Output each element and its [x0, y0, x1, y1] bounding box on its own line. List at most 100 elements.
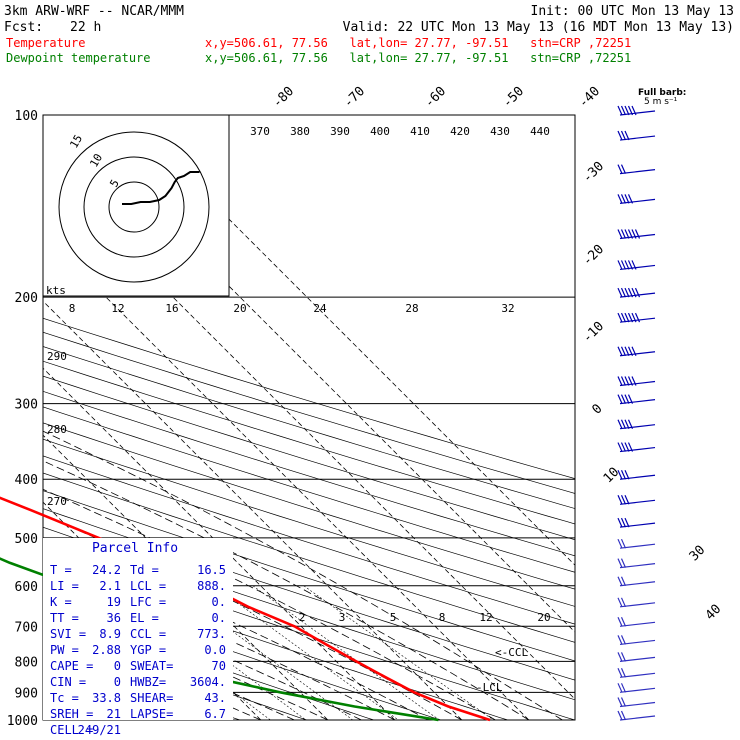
isotherm-label: -10	[580, 319, 607, 346]
mixing-ratio-label: 28	[405, 302, 418, 315]
dry-adiabat-line	[43, 317, 575, 480]
parcel-info-label: CCL =	[130, 627, 166, 641]
theta-label: 430	[490, 125, 510, 138]
wind-barb	[617, 260, 656, 271]
pressure-tick-label: 400	[15, 473, 38, 488]
theta-label: 390	[330, 125, 350, 138]
mixing-ratio-label: 32	[501, 302, 514, 315]
level-annotation: <-CCL	[495, 646, 528, 659]
mixing-ratio-label: 8	[69, 302, 76, 315]
isotherm-line	[43, 367, 396, 720]
theta-label: 440	[530, 125, 550, 138]
isotherm-label: 0	[589, 401, 605, 417]
parcel-info-label: Tc =	[50, 691, 79, 705]
isotherm-label: -20	[580, 242, 607, 269]
header-fcst-label: Fcst:	[4, 20, 43, 35]
moist-adiabat-line	[43, 594, 329, 720]
hodograph-ring-label: 10	[87, 152, 105, 170]
isotherm-line	[43, 233, 530, 720]
parcel-info-label: SHEAR=	[130, 691, 173, 705]
parcel-info-label: YGP =	[130, 643, 166, 657]
parcel-info-label: SWEAT=	[130, 659, 173, 673]
header-valid: Valid: 22 UTC Mon 13 May 13 (16 MDT Mon …	[343, 20, 734, 35]
parcel-info-label: CELL =	[50, 723, 93, 737]
mixing-ratio-line	[303, 585, 494, 720]
pressure-tick-label: 600	[15, 580, 38, 595]
wind-barb	[617, 470, 656, 480]
wind-barb	[617, 194, 656, 205]
wind-barb	[617, 517, 656, 528]
barb-legend-units: 5 m s⁻¹	[644, 97, 678, 107]
theta-label: 380	[290, 125, 310, 138]
pressure-tick-label: 500	[15, 532, 38, 547]
parcel-info-value: 773.	[197, 627, 226, 641]
parcel-info-value: 43.	[204, 691, 226, 705]
mixing-ratio-label: 24	[313, 302, 327, 315]
dry-adiabat-line	[43, 438, 575, 607]
hodograph-ring	[108, 181, 160, 233]
wind-barb	[617, 697, 656, 708]
dry-adiabat-label: 280	[47, 423, 67, 436]
isotherm-label: 30	[687, 543, 709, 565]
parcel-info-label: CAPE =	[50, 659, 93, 673]
mixing-ratio-label: 12	[479, 611, 492, 624]
parcel-info-value: 70	[212, 659, 226, 673]
parcel-info-label: SREH =	[50, 707, 93, 721]
theta-label: 420	[450, 125, 470, 138]
parcel-info-value: 21	[107, 707, 121, 721]
plot-frame	[42, 114, 576, 721]
legend-dewpoint-name: Dewpoint temperature	[6, 51, 151, 65]
isotherm-label: -60	[422, 84, 449, 111]
mixing-ratio-label: 5	[390, 611, 397, 624]
parcel-info-value: 2.1	[99, 579, 121, 593]
mixing-ratio-label: 20	[537, 611, 550, 624]
parcel-info-label: CIN =	[50, 675, 86, 689]
wind-barb	[617, 597, 656, 608]
parcel-info-label: T =	[50, 563, 72, 577]
wind-barb	[617, 668, 656, 678]
parcel-info-background	[43, 538, 233, 720]
pressure-axis: 100 200 300 400 500 600 700 800 900 1000	[7, 109, 38, 729]
temperature-profile	[0, 496, 491, 722]
parcel-info-label: Td =	[130, 563, 159, 577]
parcel-info-panel: Parcel Info T = 24.2 Td = 16.5 LI = 2.1 LCL = 8…	[43, 538, 233, 737]
parcel-info-value: 8.9	[99, 627, 121, 641]
mixing-ratio-label: 20	[233, 302, 246, 315]
theta-label: 370	[250, 125, 270, 138]
isotherm-label: -50	[500, 84, 527, 111]
wind-barb	[617, 538, 656, 549]
parcel-info-value: 0.	[212, 595, 226, 609]
parcel-info-value: 3604.	[190, 675, 226, 689]
dry-adiabat-line	[43, 422, 575, 590]
parcel-info-value: 0.	[212, 611, 226, 625]
parcel-info-label: LFC =	[130, 595, 166, 609]
isotherm-label: 40	[703, 602, 725, 624]
parcel-info-title: Parcel Info	[92, 541, 178, 556]
wind-barb	[617, 617, 656, 627]
theta-label: 400	[370, 125, 390, 138]
dry-adiabat-line	[43, 346, 575, 509]
mixing-ratio-label: 12	[111, 302, 124, 315]
wind-barb	[617, 287, 656, 298]
hodograph-ring	[58, 131, 210, 283]
mixing-ratio-label: 16	[165, 302, 178, 315]
wind-barb	[617, 710, 656, 721]
parcel-info-label: EL =	[130, 611, 159, 625]
header-fcst-hours: 22 h	[70, 20, 101, 35]
dry-adiabat-label: 270	[47, 495, 67, 508]
pressure-tick-label: 900	[15, 686, 38, 701]
dry-adiabat-line	[43, 406, 575, 573]
parcel-info-label: HWBZ=	[130, 675, 166, 689]
mixing-ratio-line	[214, 585, 399, 720]
parcel-info-label: PW =	[50, 643, 79, 657]
parcel-info-label: LI =	[50, 579, 79, 593]
isotherm-label: -70	[341, 84, 368, 111]
wind-barb	[617, 164, 656, 175]
dry-adiabat-line	[43, 585, 441, 720]
wind-barb	[617, 312, 656, 323]
legend-temperature-name: Temperature	[6, 36, 85, 50]
isotherm-label: -80	[270, 84, 297, 111]
parcel-info-value: 24.2	[92, 563, 121, 577]
parcel-info-value: 6.7	[204, 707, 226, 721]
